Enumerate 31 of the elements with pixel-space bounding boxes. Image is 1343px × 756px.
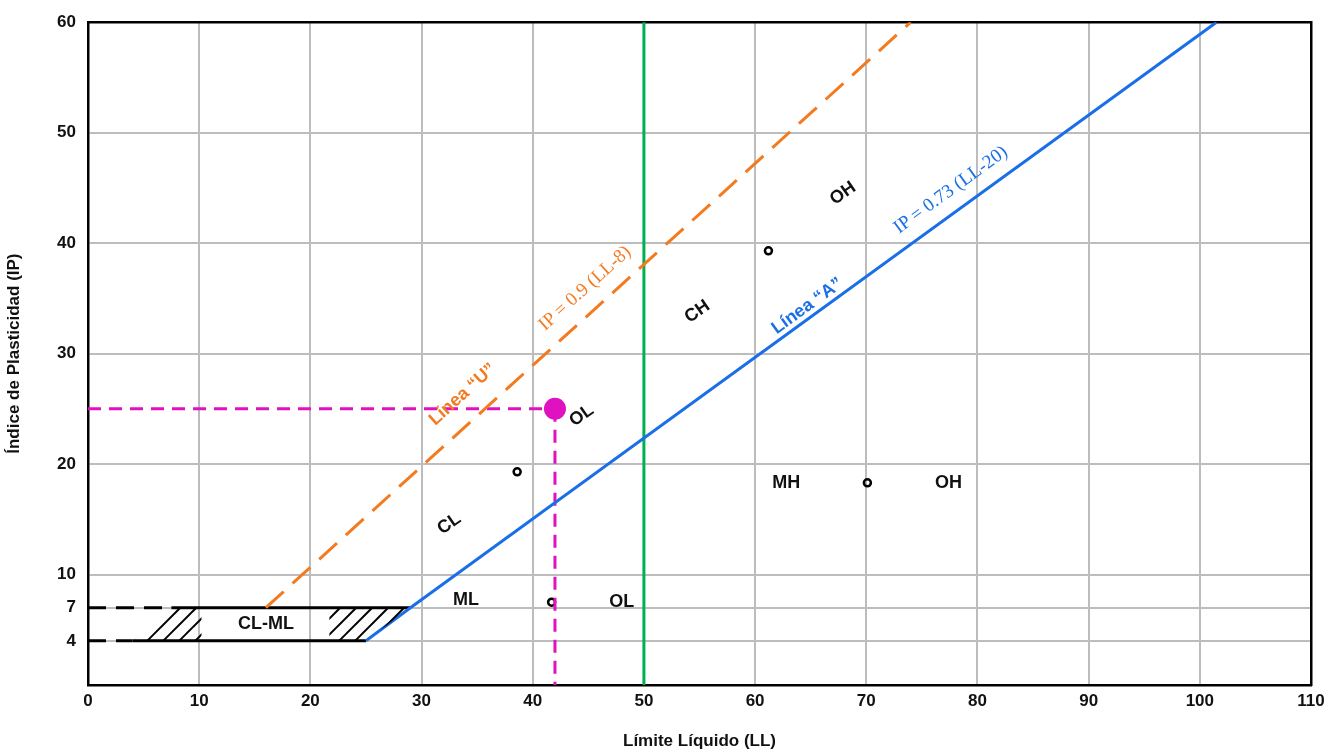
y-tick-label: 40 xyxy=(57,232,76,252)
x-tick-label: 80 xyxy=(967,690,987,710)
y-tick-label: 30 xyxy=(57,343,76,363)
annotation: CL xyxy=(433,507,465,538)
annotation: OH xyxy=(825,176,860,209)
y-tick-label: 20 xyxy=(57,453,76,473)
x-tick-label: 50 xyxy=(634,690,654,710)
y-tick-label: 10 xyxy=(57,564,76,584)
x-tick-label: 100 xyxy=(1185,690,1215,710)
annotation: OH xyxy=(935,471,963,492)
x-tick-label: 60 xyxy=(745,690,765,710)
y-axis-title: Índice de Plasticidad (IP) xyxy=(3,253,23,454)
annotation: CH xyxy=(680,295,714,327)
x-tick-label: 20 xyxy=(300,690,320,710)
x-tick-label: 30 xyxy=(412,690,432,710)
x-tick-label: 10 xyxy=(189,690,209,710)
annotation: OL xyxy=(565,399,598,430)
x-tick-label: 110 xyxy=(1297,690,1325,710)
x-tick-label: 0 xyxy=(83,690,93,710)
annotation: OL xyxy=(609,591,635,612)
y-tick-label: 4 xyxy=(66,630,77,650)
annotation: CL-ML xyxy=(237,613,294,634)
y-tick-label: 50 xyxy=(57,122,76,142)
x-tick-label: 70 xyxy=(856,690,876,710)
x-axis-title: Límite Líquido (LL) xyxy=(623,731,776,751)
x-tick-label: 90 xyxy=(1079,690,1099,710)
y-tick-label: 60 xyxy=(57,11,76,31)
x-tick-label: 40 xyxy=(523,690,543,710)
y-tick-label: 7 xyxy=(66,597,76,617)
annotation: ML xyxy=(453,588,480,609)
annotation: MH xyxy=(772,471,801,492)
